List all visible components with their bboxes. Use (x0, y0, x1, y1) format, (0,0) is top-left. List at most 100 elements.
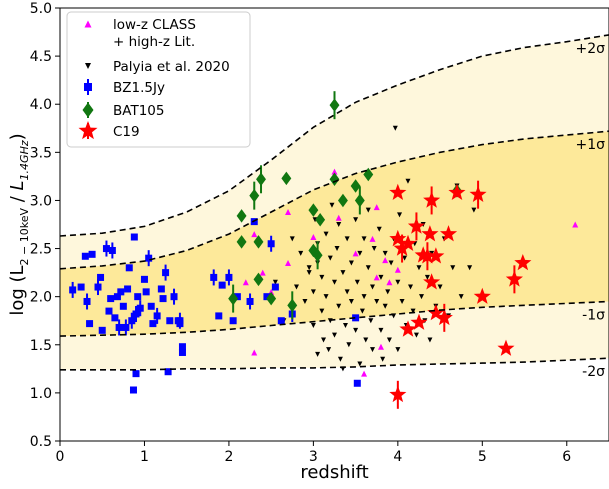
data-point (310, 289, 316, 295)
data-point (397, 212, 403, 218)
data-point (159, 295, 167, 303)
data-point (365, 265, 371, 271)
data-point (386, 279, 393, 286)
data-point (416, 265, 422, 271)
data-point (153, 312, 161, 320)
data-point (176, 317, 184, 325)
data-point (210, 273, 218, 281)
data-point (145, 254, 153, 262)
data-point (361, 370, 368, 377)
sigma-label: -2σ (582, 364, 605, 380)
data-point (315, 212, 326, 227)
data-point (253, 235, 264, 249)
data-point (435, 308, 453, 326)
data-point (266, 291, 277, 306)
data-point (267, 240, 275, 248)
data-point (94, 283, 102, 291)
data-point (469, 185, 487, 202)
data-point (302, 298, 308, 304)
x-tick-label: 1 (140, 449, 149, 465)
data-point (353, 327, 359, 333)
legend-label: C19 (113, 124, 140, 140)
data-point (147, 302, 155, 310)
legend-label: low-z CLASS (113, 17, 196, 33)
data-point (365, 207, 371, 213)
data-point (350, 179, 361, 193)
data-point (389, 385, 407, 403)
series-3 (228, 91, 462, 320)
legend-marker (78, 121, 98, 140)
x-tick-label: 2 (224, 449, 233, 465)
data-point (97, 273, 105, 281)
data-point (448, 183, 466, 200)
data-point (357, 250, 363, 256)
y-tick-label: 2.0 (30, 290, 52, 306)
data-point (329, 172, 340, 187)
data-point (315, 351, 321, 357)
data-point (423, 273, 441, 290)
y-ticks: 0.5 1.0 1.5 2.0 2.5 3.0 3.5 4.0 4.5 5.0 (30, 1, 60, 450)
data-point (115, 323, 123, 331)
data-point (386, 337, 392, 343)
data-point (399, 298, 405, 304)
data-point (368, 318, 374, 324)
data-point (427, 337, 433, 343)
data-point (246, 297, 254, 305)
data-point (306, 265, 312, 271)
data-point (242, 279, 249, 286)
inner-band (60, 131, 609, 337)
data-point (329, 202, 335, 208)
legend-label: + high-z Lit. (113, 34, 195, 50)
series-4 (389, 180, 532, 409)
series-0 (242, 168, 579, 377)
data-point (86, 320, 94, 328)
data-point (385, 289, 391, 295)
data-point (298, 250, 304, 256)
data-point (310, 234, 317, 241)
legend-marker (85, 63, 91, 69)
data-point (370, 284, 376, 290)
data-point (308, 203, 319, 217)
data-point (285, 208, 292, 215)
data-point (233, 293, 241, 301)
data-point (331, 168, 338, 175)
data-point (505, 270, 523, 287)
data-point (289, 236, 295, 242)
data-point (336, 222, 342, 227)
data-point (380, 356, 386, 362)
data-point (334, 246, 340, 252)
y-axis-label: log (L2 − 10keV / L1.4GHz) (7, 133, 31, 315)
data-point (440, 225, 458, 242)
data-point (353, 379, 361, 387)
legend-marker (84, 83, 92, 91)
data-point (271, 283, 279, 291)
data-point (332, 332, 337, 338)
y-tick-label: 3.5 (30, 145, 52, 161)
data-point (306, 270, 312, 276)
data-point (128, 317, 136, 325)
data-point (377, 343, 384, 350)
data-point (178, 343, 186, 351)
data-point (376, 226, 382, 232)
data-point (424, 274, 430, 280)
data-point (312, 248, 323, 263)
data-point (107, 295, 115, 303)
data-point (272, 279, 278, 285)
data-point (370, 347, 376, 353)
data-point (335, 214, 342, 221)
sigma-curve (60, 357, 609, 371)
y-tick-label: 1.5 (30, 338, 52, 354)
sigma-curves (59, 34, 609, 371)
data-point (81, 252, 89, 260)
data-point (395, 347, 401, 353)
data-point (357, 361, 363, 367)
data-point (319, 308, 325, 314)
legend-label: BAT105 (113, 103, 164, 119)
data-point (353, 217, 359, 223)
data-point (310, 323, 316, 329)
data-point (332, 279, 337, 285)
data-point (378, 327, 384, 333)
data-point (119, 302, 127, 310)
series-2 (69, 218, 361, 394)
data-point (352, 250, 359, 257)
